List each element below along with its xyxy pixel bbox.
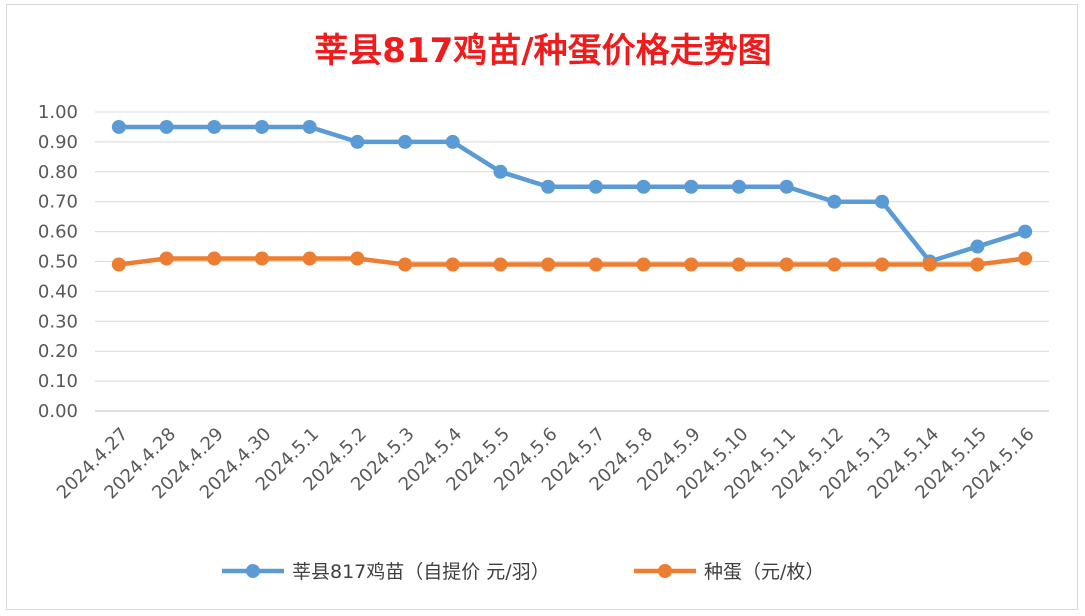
series-1 — [111, 119, 1033, 269]
data-point — [254, 251, 269, 266]
data-point — [159, 119, 174, 134]
y-tick-label: 0.50 — [38, 252, 78, 273]
data-point — [111, 119, 126, 134]
legend-marker — [246, 564, 260, 578]
data-point — [350, 134, 365, 149]
series-2 — [111, 251, 1033, 272]
data-point — [1018, 224, 1033, 239]
data-point — [827, 194, 842, 209]
data-point — [302, 251, 317, 266]
y-tick-label: 0.10 — [38, 371, 78, 392]
data-point — [684, 257, 699, 272]
data-point — [302, 119, 317, 134]
y-tick-label: 1.00 — [38, 102, 78, 123]
legend-item-2: 种蛋（元/枚） — [634, 561, 824, 583]
data-point — [731, 179, 746, 194]
series-line — [116, 256, 1028, 267]
data-point — [159, 251, 174, 266]
data-point — [398, 134, 413, 149]
data-point — [779, 179, 794, 194]
data-point — [541, 257, 556, 272]
x-axis-ticks: 2024.4.272024.4.282024.4.292024.4.302024… — [53, 424, 1039, 504]
data-point — [875, 194, 890, 209]
y-tick-label: 0.60 — [38, 222, 78, 243]
data-point — [922, 257, 937, 272]
data-point — [779, 257, 794, 272]
legend-item-1: 莘县817鸡苗（自提价 元/羽） — [222, 561, 550, 583]
data-point — [445, 134, 460, 149]
data-point — [731, 257, 746, 272]
data-point — [636, 179, 651, 194]
chart-title: 莘县817鸡苗/种蛋价格走势图 — [314, 31, 771, 71]
data-point — [493, 164, 508, 179]
y-tick-label: 0.40 — [38, 281, 78, 302]
data-point — [588, 179, 603, 194]
data-point — [541, 179, 556, 194]
data-point — [398, 257, 413, 272]
data-point — [254, 119, 269, 134]
data-point — [588, 257, 603, 272]
series-lines — [111, 119, 1033, 272]
series-line — [116, 124, 1028, 264]
y-tick-label: 0.20 — [38, 341, 78, 362]
y-tick-label: 0.30 — [38, 311, 78, 332]
data-point — [350, 251, 365, 266]
data-point — [207, 119, 222, 134]
legend-label: 莘县817鸡苗（自提价 元/羽） — [292, 561, 550, 583]
y-axis-ticks: 0.00 0.10 0.20 0.30 0.40 0.50 0.60 0.70 0.80 0.90… — [38, 102, 78, 422]
data-point — [636, 257, 651, 272]
data-point — [1018, 251, 1033, 266]
data-point — [970, 239, 985, 254]
gridlines — [95, 111, 1049, 412]
chart-frame — [6, 4, 1078, 610]
data-point — [970, 257, 985, 272]
legend-marker — [658, 564, 672, 578]
y-tick-label: 0.70 — [38, 192, 78, 213]
y-tick-label: 0.00 — [38, 401, 78, 422]
legend: 莘县817鸡苗（自提价 元/羽） 种蛋（元/枚） — [222, 561, 824, 583]
data-point — [207, 251, 222, 266]
data-point — [111, 257, 126, 272]
data-point — [684, 179, 699, 194]
data-point — [445, 257, 460, 272]
y-tick-label: 0.80 — [38, 162, 78, 183]
data-point — [875, 257, 890, 272]
y-tick-label: 0.90 — [38, 132, 78, 153]
data-point — [493, 257, 508, 272]
legend-label: 种蛋（元/枚） — [704, 561, 824, 583]
data-point — [827, 257, 842, 272]
